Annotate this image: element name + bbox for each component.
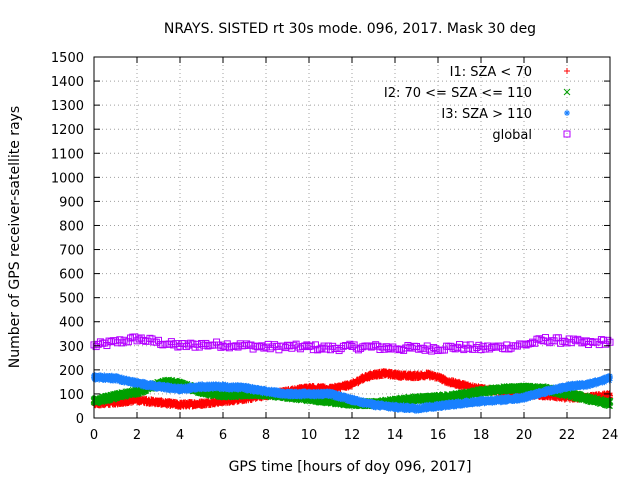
data-point: [602, 340, 610, 348]
data-point: [546, 339, 554, 347]
data-point: [397, 345, 405, 353]
data-point: [329, 342, 337, 350]
data-point: [526, 340, 534, 348]
chart-title: NRAYS. SISTED rt 30s mode. 096, 2017. Ma…: [164, 21, 536, 37]
data-point: [243, 340, 251, 348]
data-point: [124, 338, 132, 346]
data-point: [303, 341, 311, 349]
data-point: [440, 346, 448, 354]
data-point: [307, 342, 315, 350]
data-points: [90, 333, 614, 414]
data-point: [314, 346, 322, 354]
data-point: [146, 334, 154, 342]
data-point: [96, 338, 104, 346]
grid: [94, 57, 610, 418]
data-point: [604, 336, 612, 344]
data-point: [335, 347, 343, 355]
data-point: [346, 340, 354, 348]
data-point: [563, 339, 571, 347]
data-point: [195, 343, 203, 351]
data-point: [155, 336, 162, 344]
data-point: [449, 344, 457, 352]
data-point: [475, 341, 483, 349]
data-point: [103, 342, 111, 350]
data-point: [460, 346, 468, 354]
series-3: [90, 333, 614, 355]
